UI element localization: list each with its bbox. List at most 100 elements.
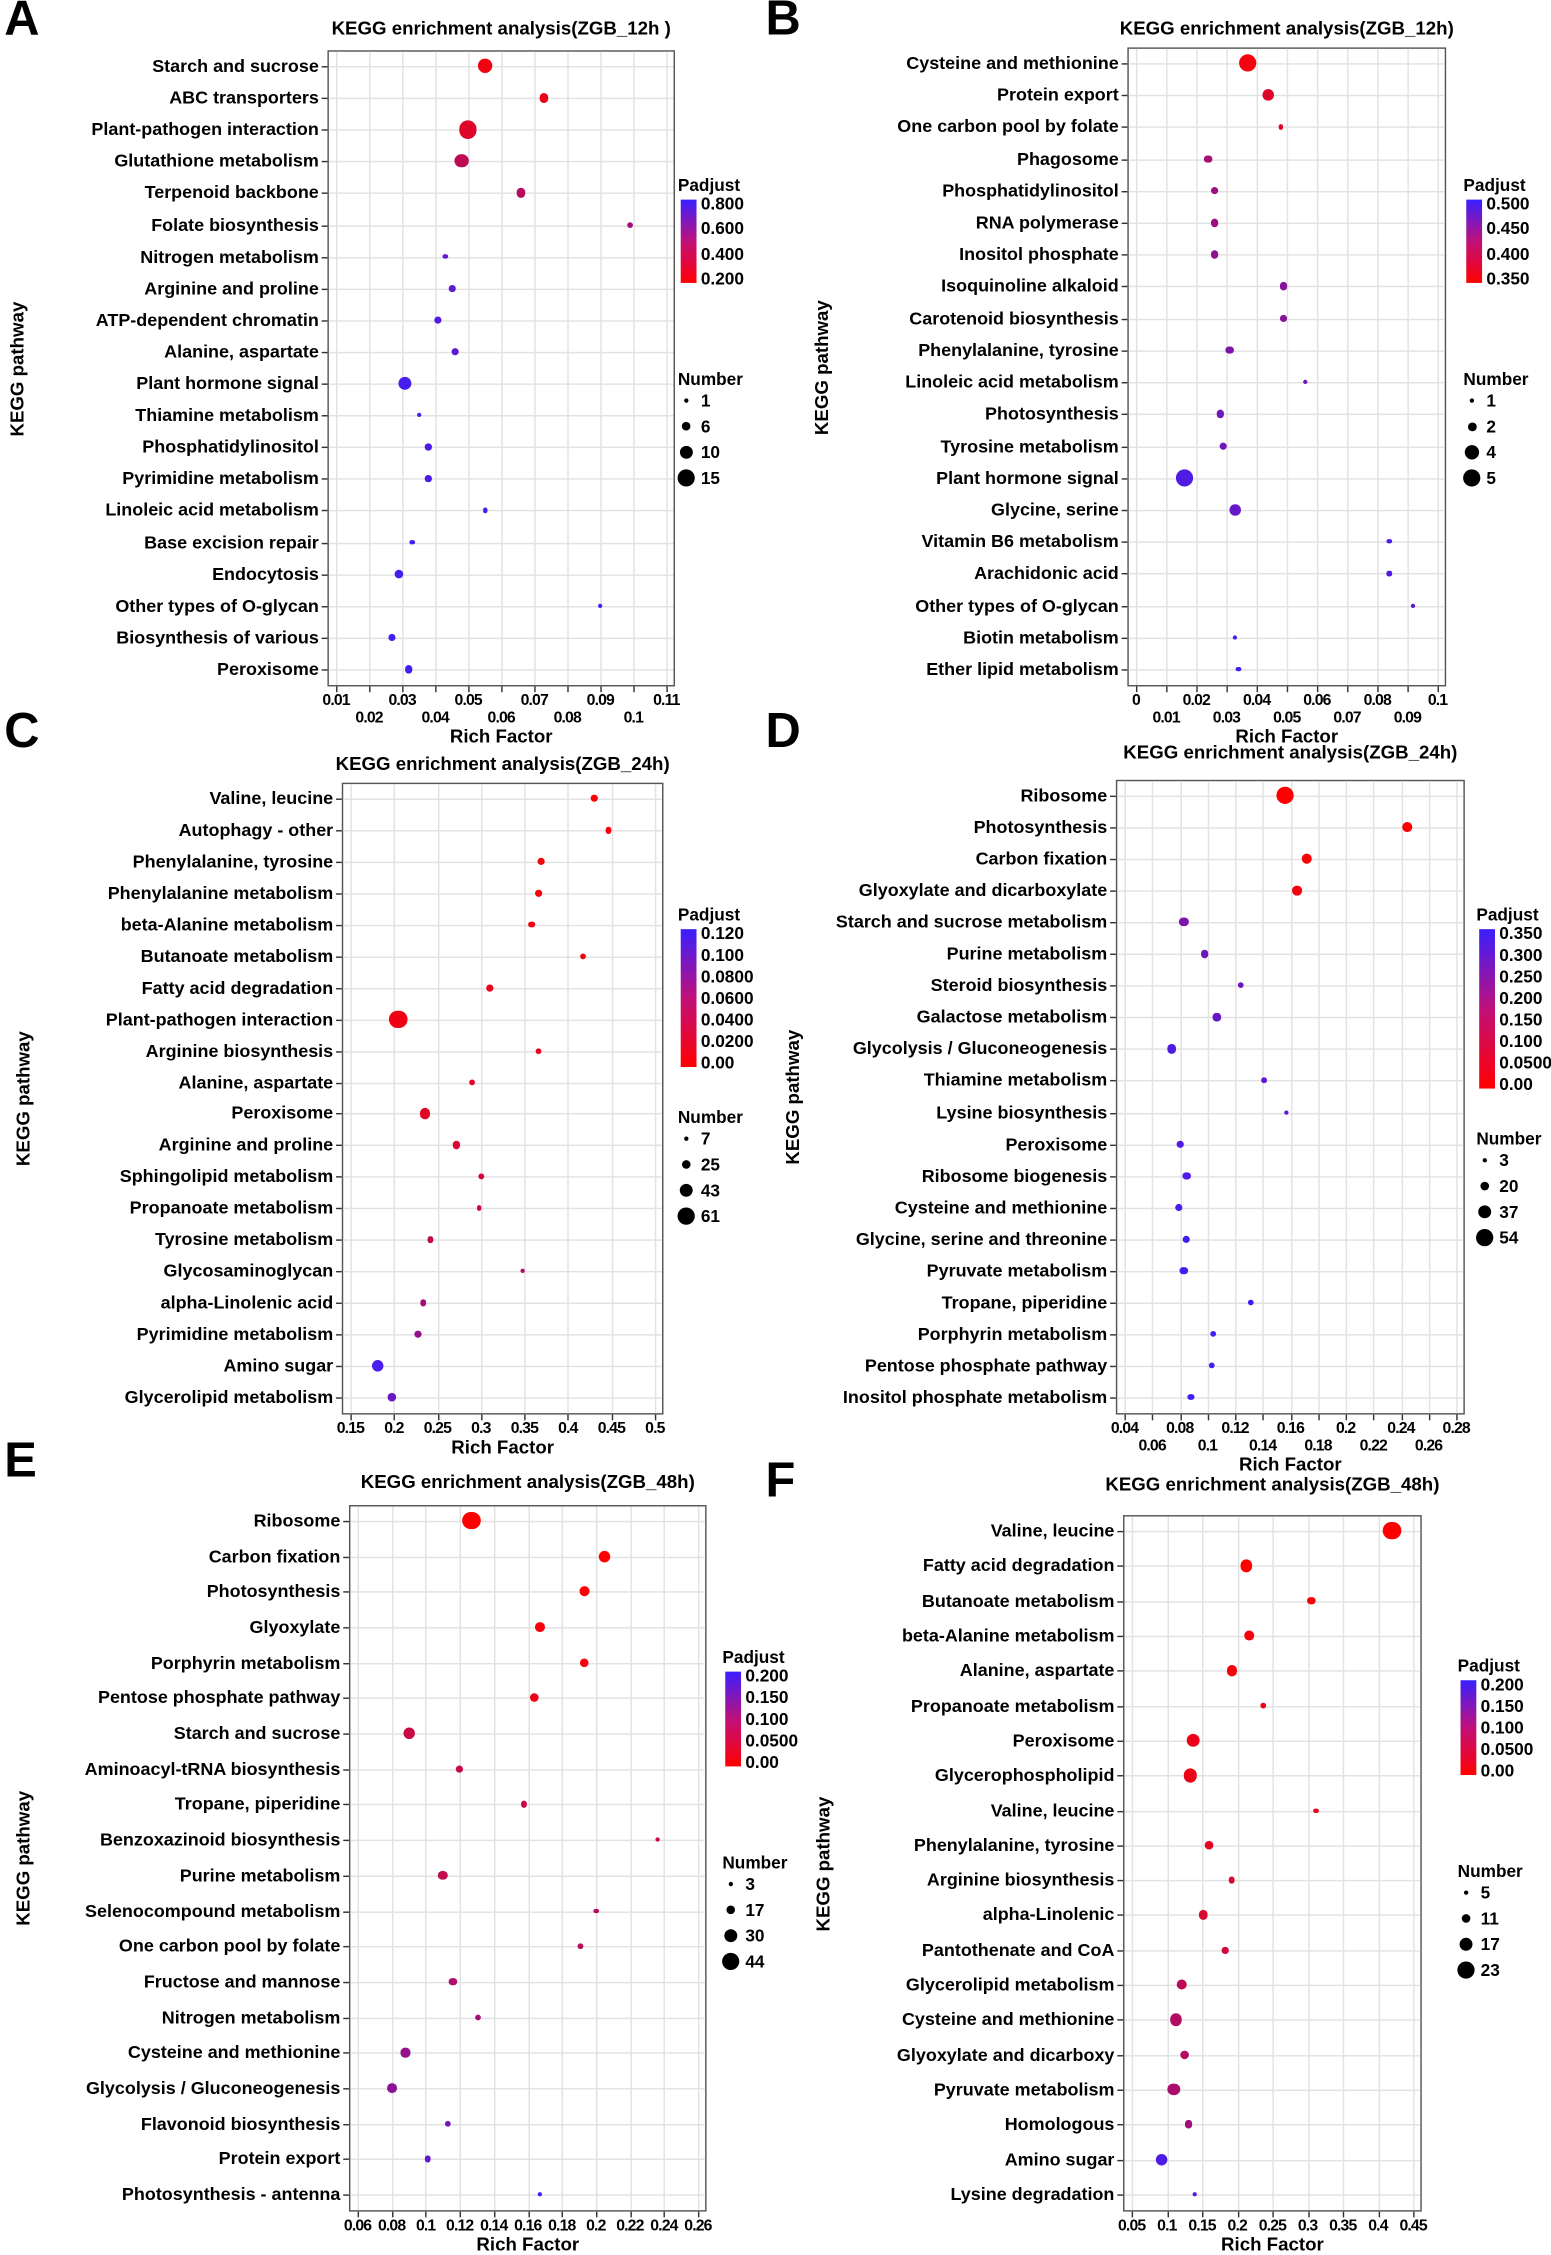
data-point[interactable] xyxy=(1204,1840,1214,1850)
data-point[interactable] xyxy=(400,2048,410,2058)
data-point[interactable] xyxy=(388,633,396,642)
data-point[interactable] xyxy=(598,603,603,609)
data-point[interactable] xyxy=(1180,1266,1188,1275)
data-point[interactable] xyxy=(1183,1235,1191,1243)
data-point[interactable] xyxy=(1183,1768,1197,1783)
data-point[interactable] xyxy=(1292,885,1303,896)
data-point[interactable] xyxy=(425,443,432,451)
data-point[interactable] xyxy=(530,1693,539,1703)
data-point[interactable] xyxy=(1179,917,1189,927)
data-point[interactable] xyxy=(1279,314,1288,323)
data-point[interactable] xyxy=(462,1511,481,1530)
data-point[interactable] xyxy=(537,857,545,866)
data-point[interactable] xyxy=(535,889,543,897)
data-point[interactable] xyxy=(1209,1330,1217,1338)
data-point[interactable] xyxy=(521,1801,528,1808)
data-point[interactable] xyxy=(1221,1946,1229,1954)
data-point[interactable] xyxy=(455,1765,464,1773)
data-point[interactable] xyxy=(451,348,459,356)
data-point[interactable] xyxy=(427,1236,434,1243)
data-point[interactable] xyxy=(389,1010,408,1028)
data-point[interactable] xyxy=(1307,1596,1316,1605)
data-point[interactable] xyxy=(416,412,421,418)
data-point[interactable] xyxy=(442,253,448,260)
data-point[interactable] xyxy=(1238,54,1257,73)
data-point[interactable] xyxy=(1208,1362,1215,1369)
data-point[interactable] xyxy=(1204,154,1213,163)
data-point[interactable] xyxy=(516,188,526,198)
data-point[interactable] xyxy=(475,2014,482,2021)
data-point[interactable] xyxy=(1243,1630,1255,1641)
data-point[interactable] xyxy=(1176,1979,1187,1991)
data-point[interactable] xyxy=(1213,1013,1221,1022)
data-point[interactable] xyxy=(536,1047,543,1054)
data-point[interactable] xyxy=(1225,346,1234,355)
data-point[interactable] xyxy=(1167,2083,1180,2096)
data-point[interactable] xyxy=(1226,1665,1237,1676)
data-point[interactable] xyxy=(476,1205,482,1211)
data-point[interactable] xyxy=(1302,379,1308,385)
data-point[interactable] xyxy=(1301,853,1313,865)
data-point[interactable] xyxy=(1411,603,1416,608)
data-point[interactable] xyxy=(577,1943,584,1949)
data-point[interactable] xyxy=(1240,1559,1253,1572)
data-point[interactable] xyxy=(452,1141,461,1150)
data-point[interactable] xyxy=(534,1622,545,1633)
data-point[interactable] xyxy=(394,569,404,579)
data-point[interactable] xyxy=(1247,1299,1254,1306)
data-point[interactable] xyxy=(1402,822,1413,833)
data-point[interactable] xyxy=(654,1837,660,1843)
data-point[interactable] xyxy=(598,1550,611,1563)
data-point[interactable] xyxy=(1166,1044,1176,1054)
data-point[interactable] xyxy=(455,154,469,168)
data-point[interactable] xyxy=(578,1586,589,1597)
data-point[interactable] xyxy=(590,794,598,803)
data-point[interactable] xyxy=(1229,504,1242,516)
data-point[interactable] xyxy=(414,1330,422,1338)
data-point[interactable] xyxy=(386,2082,397,2094)
data-point[interactable] xyxy=(528,921,535,928)
data-point[interactable] xyxy=(1175,1140,1184,1148)
data-point[interactable] xyxy=(626,221,634,229)
data-point[interactable] xyxy=(1192,2192,1198,2197)
data-point[interactable] xyxy=(486,984,494,992)
data-point[interactable] xyxy=(444,2120,451,2127)
data-point[interactable] xyxy=(449,1977,457,1986)
data-point[interactable] xyxy=(605,826,613,834)
data-point[interactable] xyxy=(1174,1203,1183,1212)
data-point[interactable] xyxy=(1261,1078,1267,1084)
data-point[interactable] xyxy=(1179,2050,1189,2060)
data-point[interactable] xyxy=(1219,441,1228,450)
data-point[interactable] xyxy=(420,1299,427,1307)
data-point[interactable] xyxy=(468,1078,476,1086)
data-point[interactable] xyxy=(482,508,487,513)
data-point[interactable] xyxy=(520,1268,525,1274)
data-point[interactable] xyxy=(539,93,549,103)
data-point[interactable] xyxy=(1233,635,1238,640)
data-point[interactable] xyxy=(1200,950,1209,958)
data-point[interactable] xyxy=(1210,250,1219,259)
data-point[interactable] xyxy=(438,1870,448,1880)
data-point[interactable] xyxy=(1259,1702,1267,1709)
data-point[interactable] xyxy=(593,1908,599,1914)
data-point[interactable] xyxy=(1187,1394,1195,1401)
data-point[interactable] xyxy=(402,1727,415,1740)
data-point[interactable] xyxy=(478,1174,484,1180)
data-point[interactable] xyxy=(387,1392,397,1402)
data-point[interactable] xyxy=(1278,124,1284,130)
data-point[interactable] xyxy=(434,316,443,324)
data-point[interactable] xyxy=(477,58,493,74)
data-point[interactable] xyxy=(537,2192,542,2197)
data-point[interactable] xyxy=(1228,1876,1235,1884)
data-point[interactable] xyxy=(1237,982,1244,989)
data-point[interactable] xyxy=(1313,1807,1319,1813)
data-point[interactable] xyxy=(424,2155,431,2163)
data-point[interactable] xyxy=(420,1108,431,1119)
data-point[interactable] xyxy=(579,1658,589,1668)
data-point[interactable] xyxy=(1236,666,1241,672)
data-point[interactable] xyxy=(1210,218,1219,227)
data-point[interactable] xyxy=(1279,282,1288,291)
data-point[interactable] xyxy=(1386,539,1392,544)
data-point[interactable] xyxy=(425,475,432,482)
data-point[interactable] xyxy=(1182,1171,1191,1180)
